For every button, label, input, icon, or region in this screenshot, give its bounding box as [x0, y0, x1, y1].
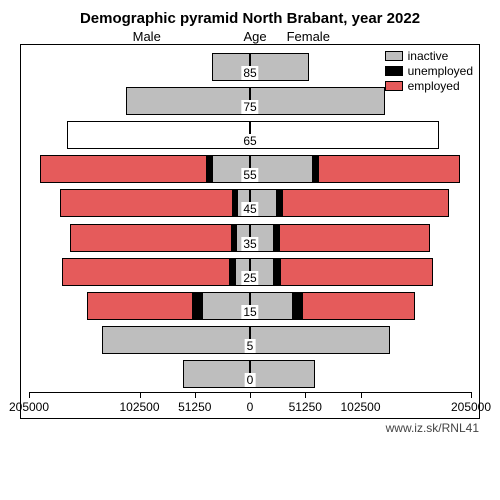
male-row	[29, 256, 250, 288]
female-bars	[250, 51, 471, 390]
male-row	[29, 153, 250, 185]
x-tick-label: 51250	[289, 400, 322, 414]
x-axis: 20500010250051250051250102500205000	[29, 392, 471, 418]
male-row	[29, 187, 250, 219]
x-tick	[195, 392, 196, 398]
male-segment-emp	[40, 155, 207, 183]
female-segment-white	[250, 121, 439, 149]
column-headers: Male Age Female	[20, 29, 480, 44]
female-segment-emp	[279, 224, 430, 252]
male-segment-white	[67, 121, 250, 149]
x-tick	[471, 392, 472, 398]
female-segment-emp	[318, 155, 460, 183]
x-tick-label: 102500	[119, 400, 159, 414]
female-row	[250, 85, 471, 117]
male-segment-emp	[60, 189, 232, 217]
female-row	[250, 222, 471, 254]
age-label: 45	[241, 202, 258, 216]
age-label: 85	[241, 66, 258, 80]
x-tick-label: 0	[247, 400, 254, 414]
male-row	[29, 290, 250, 322]
male-segment-inactive	[126, 87, 250, 115]
plot-area: 85 75 65 55 45 35 25 15 5 0	[29, 51, 471, 390]
male-row	[29, 222, 250, 254]
male-row	[29, 358, 250, 390]
male-segment-unemp	[207, 155, 212, 183]
female-segment-inactive	[250, 155, 313, 183]
age-label: 55	[241, 168, 258, 182]
x-tick	[140, 392, 141, 398]
age-label: 15	[241, 305, 258, 319]
age-label: 0	[245, 373, 256, 387]
female-header: Female	[267, 29, 480, 44]
female-row	[250, 358, 471, 390]
age-label: 75	[241, 100, 258, 114]
male-segment-emp	[70, 224, 232, 252]
x-tick	[29, 392, 30, 398]
male-segment-emp	[87, 292, 193, 320]
x-tick	[361, 392, 362, 398]
male-segment-unemp	[233, 189, 237, 217]
female-row	[250, 290, 471, 322]
male-bars	[29, 51, 250, 390]
x-tick-label: 102500	[340, 400, 380, 414]
female-segment-emp	[280, 258, 433, 286]
age-label: 65	[241, 134, 258, 148]
female-segment-emp	[302, 292, 415, 320]
chart-title: Demographic pyramid North Brabant, year …	[0, 0, 500, 27]
female-segment-emp	[282, 189, 449, 217]
female-row	[250, 153, 471, 185]
male-segment-unemp	[193, 292, 202, 320]
male-segment-inactive	[102, 326, 250, 354]
male-segment-emp	[62, 258, 229, 286]
age-label: 5	[245, 339, 256, 353]
chart-area: inactive unemployed employed 85756555453…	[20, 44, 480, 419]
female-segment-inactive	[250, 326, 390, 354]
female-row	[250, 256, 471, 288]
female-row	[250, 324, 471, 356]
male-row	[29, 85, 250, 117]
male-segment-inactive	[183, 360, 250, 388]
female-row	[250, 119, 471, 151]
male-segment-unemp	[232, 224, 236, 252]
x-tick-label: 51250	[178, 400, 211, 414]
female-segment-inactive	[250, 87, 385, 115]
male-row	[29, 324, 250, 356]
male-row	[29, 51, 250, 83]
age-label: 25	[241, 271, 258, 285]
age-label: 35	[241, 237, 258, 251]
x-tick-label: 205000	[9, 400, 49, 414]
female-segment-inactive	[250, 360, 315, 388]
female-row	[250, 187, 471, 219]
source-attribution: www.iz.sk/RNL41	[0, 421, 500, 435]
male-segment-unemp	[230, 258, 235, 286]
female-row	[250, 51, 471, 83]
female-segment-unemp	[293, 292, 302, 320]
male-header: Male	[20, 29, 243, 44]
x-tick-label: 205000	[451, 400, 491, 414]
x-tick	[250, 392, 251, 398]
x-tick	[305, 392, 306, 398]
age-header: Age	[243, 29, 266, 44]
female-segment-inactive	[250, 53, 309, 81]
male-row	[29, 119, 250, 151]
